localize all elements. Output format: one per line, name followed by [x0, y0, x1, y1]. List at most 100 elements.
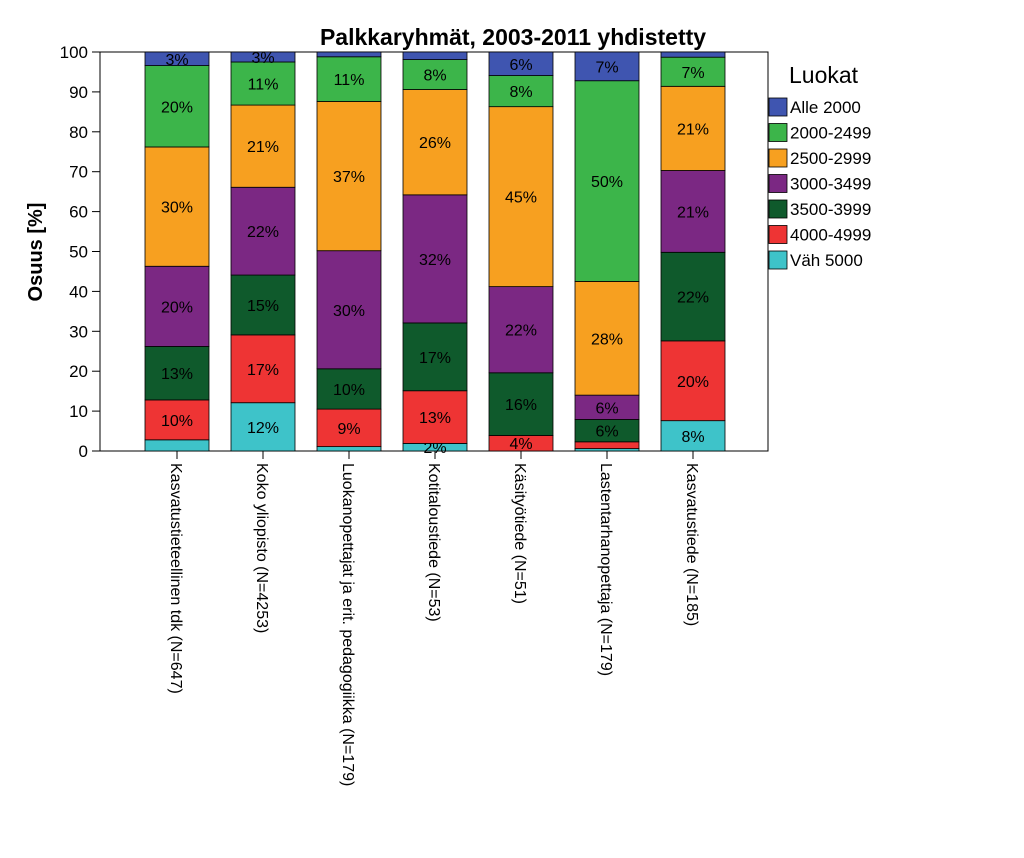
bar-segment	[230, 186, 296, 276]
data-label: 20%	[161, 299, 193, 316]
data-label: 7%	[595, 59, 618, 76]
data-label: 22%	[247, 224, 279, 241]
bar-segment	[488, 75, 554, 108]
legend-label: 4000-4999	[790, 226, 871, 245]
bar-segment	[402, 51, 468, 60]
category-label: Luokanopettajat ja erit. pedagogiikka (N…	[339, 463, 356, 786]
data-label: 30%	[333, 303, 365, 320]
legend-label: 3500-3999	[790, 200, 871, 219]
data-label: 13%	[161, 366, 193, 383]
data-label: 45%	[505, 190, 537, 207]
bar-segment	[402, 194, 468, 324]
y-tick-label: 100	[60, 43, 88, 62]
data-label: 3%	[251, 50, 274, 67]
bar-segment	[316, 408, 382, 448]
data-label: 30%	[161, 200, 193, 217]
bar-segment	[574, 51, 640, 82]
data-label: 16%	[505, 397, 537, 414]
data-label: 2%	[423, 440, 446, 457]
bar-segment	[574, 281, 640, 396]
y-tick-label: 0	[79, 442, 88, 461]
data-label: 8%	[423, 68, 446, 85]
data-label: 8%	[509, 84, 532, 101]
data-label: 13%	[419, 410, 451, 427]
y-axis-label: Osuus [%]	[25, 203, 47, 302]
bar-segment	[144, 439, 210, 452]
bar-segment	[144, 265, 210, 347]
data-label: 21%	[677, 204, 709, 221]
bar-segment	[144, 399, 210, 441]
data-label: 37%	[333, 169, 365, 186]
bar-segment	[574, 441, 640, 450]
legend-swatch	[768, 97, 788, 117]
bar-segment	[144, 346, 210, 401]
data-label: 26%	[419, 135, 451, 152]
data-label: 50%	[591, 174, 623, 191]
bar-segment	[316, 250, 382, 370]
bar-segment	[488, 372, 554, 436]
category-label: Kotitaloustiede (N=53)	[425, 463, 442, 622]
data-label: 20%	[677, 374, 709, 391]
y-tick-label: 40	[69, 282, 88, 301]
data-label: 8%	[681, 429, 704, 446]
data-label: 32%	[419, 252, 451, 269]
legend-swatch	[768, 250, 788, 270]
y-tick-label: 60	[69, 203, 88, 222]
bar-segment	[660, 340, 726, 422]
data-label: 10%	[333, 382, 365, 399]
bar-segment	[230, 104, 296, 188]
data-label: 6%	[595, 400, 618, 417]
legend: Alle 2000 2000-2499 2500-2999 3000-3499 3500…	[768, 97, 871, 270]
category-label: Lastentarhanopettaja (N=179)	[597, 463, 614, 676]
data-label: 4%	[509, 436, 532, 453]
chart-title: Palkkaryhmät, 2003-2011 yhdistetty	[320, 24, 706, 50]
bar-segment	[316, 51, 382, 58]
y-tick-label: 20	[69, 362, 88, 381]
y-tick-label: 80	[69, 123, 88, 142]
bar-segment	[488, 51, 554, 76]
y-tick-label: 50	[69, 243, 88, 262]
legend-title: Luokat	[789, 62, 859, 88]
bar-segment	[316, 368, 382, 410]
legend-swatch	[768, 225, 788, 244]
data-label: 17%	[247, 362, 279, 379]
data-label: 17%	[419, 350, 451, 367]
category-label: Kasvatustieteellinen tdk (N=647)	[167, 463, 184, 694]
bar-segment	[574, 80, 640, 282]
data-label: 6%	[595, 424, 618, 441]
data-label: 28%	[591, 331, 623, 348]
data-label: 11%	[334, 72, 365, 89]
bar-segment	[144, 146, 210, 267]
bar-segment	[402, 322, 468, 392]
bar-segment	[660, 170, 726, 253]
bar-segment	[230, 274, 296, 336]
bar-segment	[316, 101, 382, 252]
legend-label: Alle 2000	[790, 98, 861, 117]
legend-label: 2500-2999	[790, 149, 871, 168]
data-label: 7%	[681, 65, 704, 82]
category-label: Koko yliopisto (N=4253)	[253, 463, 270, 633]
data-label: 15%	[247, 298, 279, 315]
data-label: 12%	[247, 420, 279, 437]
legend-label: 2000-2499	[790, 124, 871, 143]
x-axis: Kasvatustieteellinen tdk (N=647) Koko yli…	[167, 451, 700, 786]
bar-segment	[574, 394, 640, 420]
data-label: 21%	[677, 121, 709, 138]
data-label: 22%	[505, 323, 537, 340]
legend-swatch	[768, 148, 788, 168]
bar-segment	[144, 51, 210, 66]
data-label: 21%	[247, 139, 279, 156]
category-label: Kasvatustiede (N=185)	[683, 463, 700, 626]
bar-segment	[230, 51, 296, 63]
data-label: 20%	[161, 99, 193, 116]
data-label: 3%	[165, 52, 188, 69]
bar-segment	[316, 56, 382, 102]
bar-segment	[316, 446, 382, 452]
legend-label: Väh 5000	[790, 251, 863, 270]
data-label: 6%	[509, 57, 532, 74]
bars-group: 10% 13% 20% 30% 20% 3% 12% 17% 15% 22% 21% 11% 3% 9% 1…	[144, 50, 726, 457]
y-tick-label: 30	[69, 322, 88, 341]
y-axis: 0 10 20 30 40 50 60 70 80 90 100	[60, 43, 100, 461]
